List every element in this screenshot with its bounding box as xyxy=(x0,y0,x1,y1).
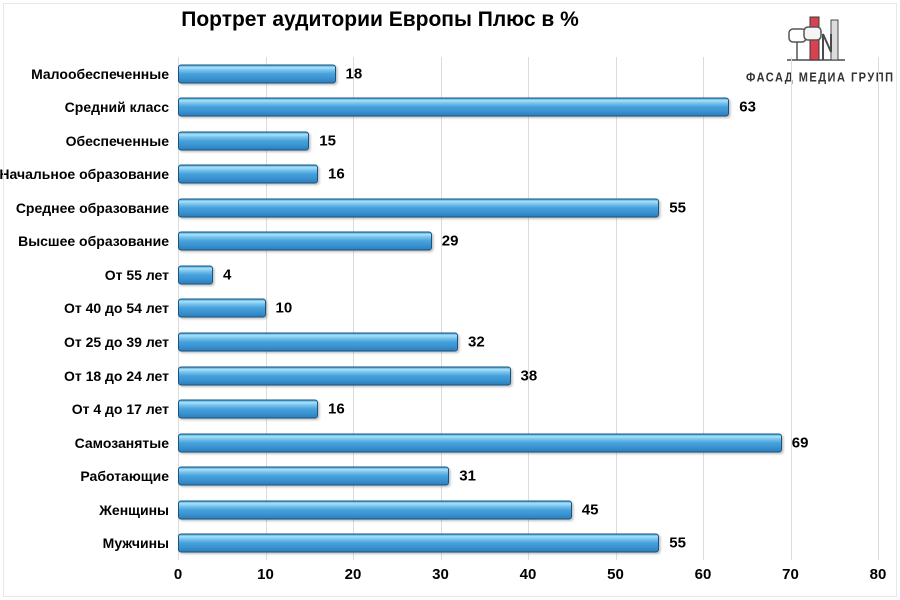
bar-value-label: 31 xyxy=(459,467,476,485)
bar-row: Высшее образование 29 xyxy=(8,225,878,259)
x-axis-tick-label: 60 xyxy=(694,566,712,583)
x-axis-tick-label: 0 xyxy=(173,566,183,583)
bar-track: 10 xyxy=(178,292,878,326)
bar-value-label: 15 xyxy=(319,132,336,150)
gridline xyxy=(615,57,617,560)
category-label: От 4 до 17 лет xyxy=(71,401,169,418)
bar-track: 32 xyxy=(178,325,878,359)
bar-track: 29 xyxy=(178,225,878,259)
gridline xyxy=(878,57,879,560)
bar xyxy=(178,198,660,218)
bar-row: Среднее образование 55 xyxy=(8,191,878,225)
bar-value-label: 55 xyxy=(669,534,686,552)
bar-track: 16 xyxy=(178,158,878,192)
category-label: От 55 лет xyxy=(104,266,169,283)
chart-title: Портрет аудитории Европы Плюс в % xyxy=(181,8,579,31)
category-label: Среднее образование xyxy=(15,199,169,216)
x-axis: 0 10 20 30 40 50 60 70 80 xyxy=(174,566,887,588)
bar xyxy=(178,265,213,285)
category-label: Средний класс xyxy=(64,99,169,116)
bar-value-label: 29 xyxy=(441,232,459,250)
category-label: Мужчины xyxy=(102,535,169,552)
bar-value-label: 69 xyxy=(791,434,809,452)
x-axis-tick-label: 30 xyxy=(432,566,449,583)
category-label: От 18 до 24 лет xyxy=(63,367,169,384)
bar-row: От 18 до 24 лет 38 xyxy=(8,359,878,393)
bar-row: Малообеспеченные 18 xyxy=(8,57,878,91)
bar xyxy=(178,164,318,184)
bar-row: От 4 до 17 лет 16 xyxy=(8,392,878,426)
bar-row: Средний класс 63 xyxy=(8,91,878,125)
x-axis-tick-label: 20 xyxy=(344,566,362,583)
x-axis-tick-label: 40 xyxy=(519,566,537,583)
bar-value-label: 63 xyxy=(739,98,756,116)
logo-mark xyxy=(787,16,845,61)
bar xyxy=(178,231,432,251)
bar xyxy=(178,332,458,352)
category-label: Обеспеченные xyxy=(65,132,169,149)
bar-track: 38 xyxy=(178,359,878,393)
bar-chart: Малообеспеченные 18 Средний класс 63 Обеспеч… xyxy=(0,57,878,560)
category-label: Работающие xyxy=(80,468,169,485)
category-label: От 40 до 54 лет xyxy=(63,300,169,317)
x-axis-tick-label: 70 xyxy=(782,566,799,583)
bar-track: 4 xyxy=(178,258,878,292)
bar xyxy=(178,298,266,318)
category-label: Малообеспеченные xyxy=(31,65,169,82)
gridline xyxy=(790,57,792,560)
gridline xyxy=(703,57,704,560)
bar-row: Женщины 45 xyxy=(8,493,878,527)
category-label: Самозанятые xyxy=(74,434,169,451)
bar-row: От 25 до 39 лет 32 xyxy=(8,325,878,359)
bar-value-label: 4 xyxy=(223,266,232,284)
bar-value-label: 10 xyxy=(275,299,293,317)
bar-track: 31 xyxy=(178,459,878,493)
bar-value-label: 18 xyxy=(345,65,363,83)
bar xyxy=(178,399,318,419)
bar-value-label: 55 xyxy=(669,199,686,217)
gridline xyxy=(353,57,354,560)
bar xyxy=(178,433,782,453)
x-axis-tick-label: 10 xyxy=(257,566,274,583)
bar-value-label: 16 xyxy=(328,400,345,418)
bar-row: От 40 до 54 лет 10 xyxy=(8,292,878,326)
bar-row: От 55 лет 4 xyxy=(8,258,878,292)
bar xyxy=(178,533,660,553)
bar xyxy=(178,366,511,386)
bar xyxy=(178,64,336,84)
bar-track: 63 xyxy=(178,91,878,125)
category-label: От 25 до 39 лет xyxy=(63,334,169,351)
x-axis-tick-label: 80 xyxy=(869,566,887,583)
bar-track: 16 xyxy=(178,392,878,426)
logo-text: ФАСАД МЕДИА ГРУПП xyxy=(746,71,895,85)
bar xyxy=(178,97,730,117)
gridline xyxy=(265,57,267,560)
category-label: Женщины xyxy=(99,501,169,518)
gridline xyxy=(528,57,529,560)
category-label: Высшее образование xyxy=(18,233,169,250)
bar-track: 45 xyxy=(178,493,878,527)
bar-value-label: 32 xyxy=(468,333,485,351)
bar-track: 55 xyxy=(178,526,878,560)
bar-track: 55 xyxy=(178,191,878,225)
bar-track: 15 xyxy=(178,124,878,158)
bar-track: 18 xyxy=(178,57,878,91)
bar-value-label: 16 xyxy=(328,165,345,183)
company-logo: ФАСАД МЕДИА ГРУПП xyxy=(746,14,895,85)
bar-value-label: 38 xyxy=(520,367,538,385)
bar-row: Обеспеченные 15 xyxy=(8,124,878,158)
bar xyxy=(178,131,310,151)
category-label: Начальное образование xyxy=(0,166,169,183)
gridline xyxy=(440,57,442,560)
bar-row: Работающие 31 xyxy=(8,459,878,493)
bar xyxy=(178,500,572,520)
bar xyxy=(178,466,450,486)
bar-track: 69 xyxy=(178,426,878,460)
bar-value-label: 45 xyxy=(581,501,599,519)
bar-row: Самозанятые 69 xyxy=(8,426,878,460)
bar-row: Начальное образование 16 xyxy=(0,158,878,192)
bar-row: Мужчины 55 xyxy=(8,526,878,560)
x-axis-tick-label: 50 xyxy=(607,566,624,583)
